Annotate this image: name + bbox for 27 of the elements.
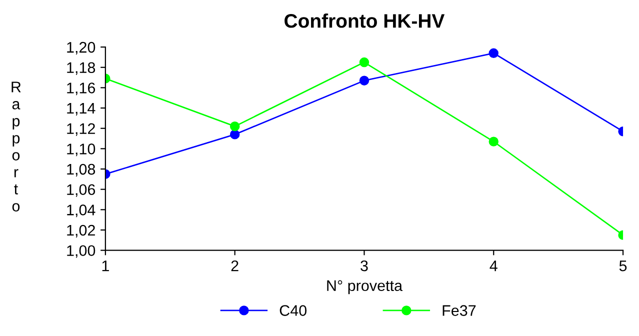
y-tick-label: 1,16: [67, 82, 96, 96]
point: [359, 76, 370, 86]
y-tick-label: 1,20: [67, 42, 96, 55]
y-tick-label: 1,14: [67, 103, 96, 116]
x-tick-label: 1: [102, 260, 109, 272]
y-tick-label: 1,02: [67, 224, 95, 238]
point: [230, 121, 240, 132]
point: [359, 57, 370, 68]
legend-label: Fe37: [442, 305, 476, 316]
y-tick-label: 1,04: [67, 204, 96, 218]
point: [230, 130, 240, 140]
y-tick-label: 1,10: [67, 144, 96, 156]
y-tick-label: 1,12: [67, 123, 95, 136]
y-tick-label: 1,06: [67, 184, 96, 197]
y-tick-label: 1,00: [67, 245, 96, 258]
legend-label: C40: [280, 305, 307, 316]
point: [488, 136, 498, 146]
y-tick-label: 1,08: [67, 164, 96, 176]
x-tick-label: 3: [360, 260, 368, 272]
chart-title: Confronto HK-HV: [284, 14, 445, 28]
point: [488, 48, 498, 58]
x-tick-label: 2: [231, 260, 238, 272]
x-tick-label: 4: [490, 260, 498, 272]
y-axis-title: Rapporto: [12, 82, 21, 212]
x-axis-title: N° provetta: [327, 280, 403, 294]
x-tick-label: 5: [619, 260, 627, 272]
y-tick-label: 1,18: [67, 62, 96, 75]
